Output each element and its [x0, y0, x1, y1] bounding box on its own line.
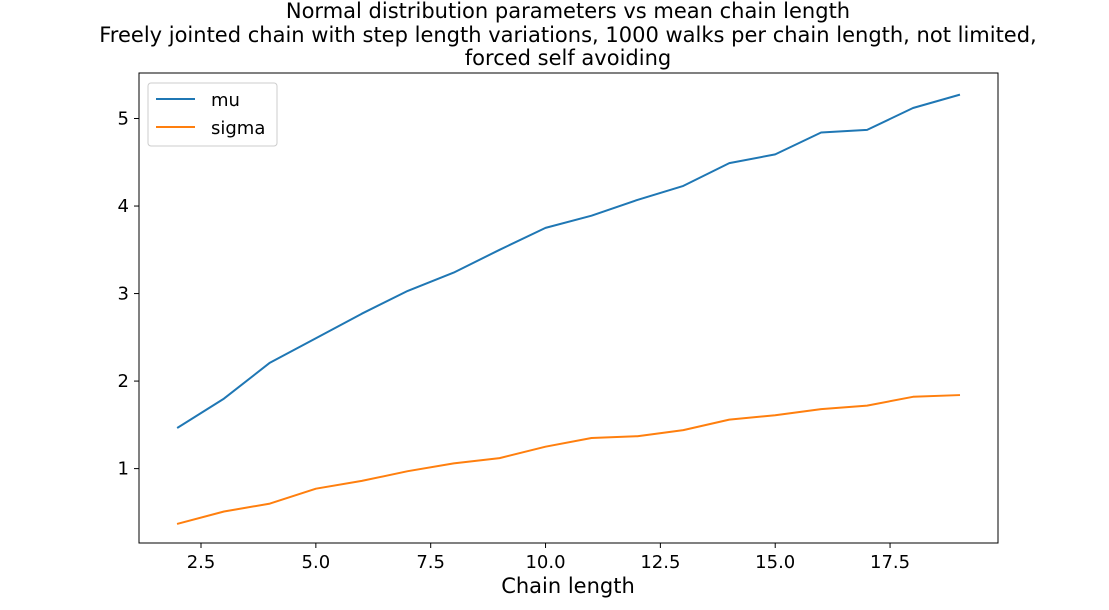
chart-title: Normal distribution parameters vs mean c…	[99, 0, 1036, 70]
legend-label-sigma: sigma	[211, 118, 265, 139]
x-tick-label: 12.5	[640, 552, 680, 573]
x-tick-label: 10.0	[525, 552, 565, 573]
x-tick-label: 2.5	[187, 552, 216, 573]
legend-label-mu: mu	[211, 90, 240, 111]
x-axis-label: Chain length	[501, 574, 635, 598]
y-tick-label: 2	[118, 371, 129, 392]
y-tick-label: 4	[118, 196, 129, 217]
y-tick-label: 1	[118, 459, 129, 480]
y-tick-label: 5	[118, 109, 129, 130]
title-line-1: Normal distribution parameters vs mean c…	[286, 0, 850, 23]
y-tick-label: 3	[118, 284, 129, 305]
y-axis: 1 2 3 4 5	[118, 109, 139, 480]
series-line-mu	[176, 93, 961, 429]
legend: mu sigma	[147, 82, 278, 147]
plot-area	[138, 72, 999, 544]
x-tick-label: 17.5	[870, 552, 910, 573]
x-tick-label: 7.5	[416, 552, 445, 573]
series-line-sigma	[176, 394, 961, 525]
x-tick-label: 5.0	[302, 552, 331, 573]
x-tick-label: 15.0	[755, 552, 795, 573]
title-line-3: forced self avoiding	[465, 46, 671, 70]
title-line-2: Freely jointed chain with step length va…	[99, 23, 1036, 47]
x-axis: 2.5 5.0 7.5 10.0 12.5 15.0 17.5	[187, 543, 910, 573]
series-layer	[176, 93, 961, 525]
